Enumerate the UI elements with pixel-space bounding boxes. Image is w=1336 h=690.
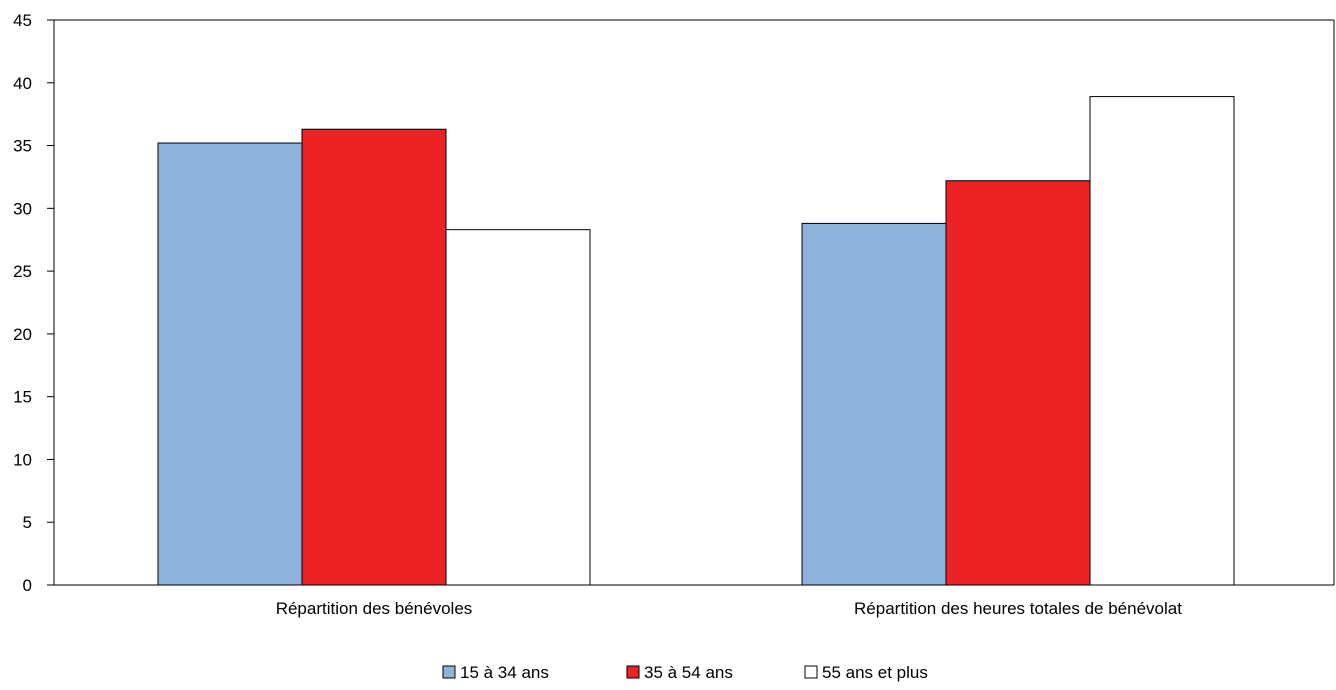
y-tick-label: 15 <box>13 388 32 407</box>
y-tick-label: 25 <box>13 262 32 281</box>
y-tick-label: 40 <box>13 74 32 93</box>
y-tick-label: 45 <box>13 11 32 30</box>
legend-label: 55 ans et plus <box>822 663 928 682</box>
legend-label: 15 à 34 ans <box>460 663 549 682</box>
bar <box>945 180 1091 586</box>
category-labels: Répartition des bénévoles Répartition des… <box>276 599 1183 618</box>
y-tick-labels: 0 5 10 15 20 25 30 35 40 45 <box>13 11 32 595</box>
bar <box>445 229 591 586</box>
legend-swatch <box>804 665 818 679</box>
legend-label: 35 à 54 ans <box>644 663 733 682</box>
bar <box>301 128 447 586</box>
legend: 15 à 34 ans 35 à 54 ans 55 ans et plus <box>442 663 928 682</box>
category-label: Répartition des heures totales de bénévo… <box>854 599 1182 618</box>
y-tick-label: 10 <box>13 450 32 469</box>
legend-swatch <box>626 665 640 679</box>
bar <box>157 142 303 586</box>
legend-swatch <box>442 665 456 679</box>
y-tick-label: 5 <box>23 513 32 532</box>
category-label: Répartition des bénévoles <box>276 599 473 618</box>
bars <box>157 96 1235 586</box>
y-tick-label: 35 <box>13 137 32 156</box>
y-tick-label: 30 <box>13 199 32 218</box>
bar <box>801 222 947 586</box>
y-tick-label: 0 <box>23 576 32 595</box>
bar <box>1089 96 1235 586</box>
y-tick-label: 20 <box>13 325 32 344</box>
